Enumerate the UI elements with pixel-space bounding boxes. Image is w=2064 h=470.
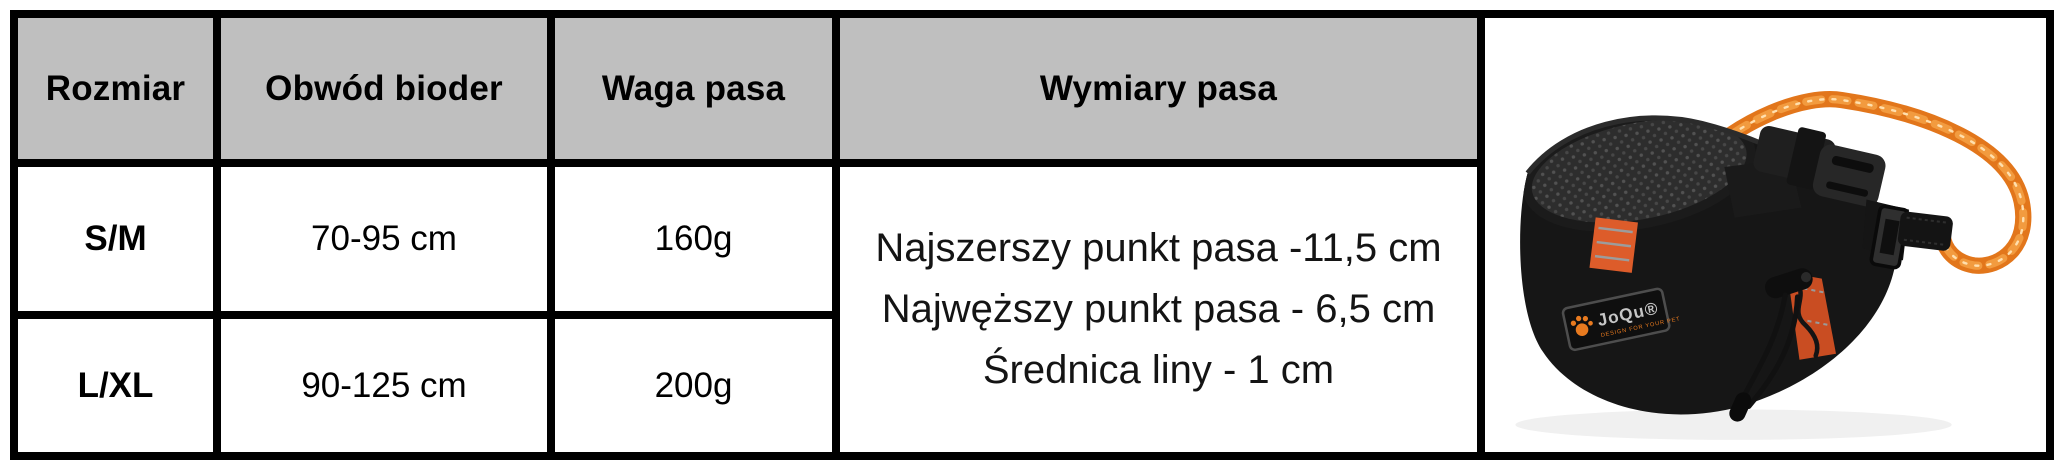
table-row: L/XL 90-125 cm 200g (14, 311, 1477, 456)
outer-frame: Rozmiar Obwód bioder Waga pasa Wymiary p… (10, 10, 2054, 460)
size-table-wrap: Rozmiar Obwód bioder Waga pasa Wymiary p… (14, 14, 1485, 456)
cord-end-cap (1729, 392, 1752, 422)
header-wymiary-pasa: Wymiary pasa (832, 14, 1481, 167)
elastic-cord (1729, 268, 1820, 422)
header-waga-pasa: Waga pasa (547, 14, 840, 167)
belt-product-illustration: JoQu® DESIGN FOR YOUR PET (1515, 91, 2032, 440)
cell-weight-lxl: 200g (547, 311, 840, 456)
buckle (1753, 126, 1886, 207)
cell-belt-dimensions: Najszerszy punkt pasa -11,5 cm Najwęższy… (832, 159, 1481, 456)
cell-size-sm: S/M (14, 159, 221, 319)
dimension-widest-point: Najszerszy punkt pasa -11,5 cm (875, 226, 1442, 270)
cell-weight-sm: 160g (547, 159, 840, 319)
rope-sleeve (1897, 211, 1953, 251)
cell-size-lxl: L/XL (14, 311, 221, 456)
size-table: Rozmiar Obwód bioder Waga pasa Wymiary p… (14, 14, 1481, 456)
cell-hips-lxl: 90-125 cm (213, 311, 555, 456)
table-row: S/M 70-95 cm 160g Najszerszy punkt pasa … (14, 159, 1481, 456)
product-shadow (1515, 409, 1952, 440)
product-photo: JoQu® DESIGN FOR YOUR PET (1485, 18, 2046, 452)
orange-webbing-loop (1589, 217, 1638, 273)
dimension-narrowest-point: Najwęższy punkt pasa - 6,5 cm (881, 287, 1436, 331)
cell-hips-sm: 70-95 cm (213, 159, 555, 319)
cord-lock (1765, 268, 1813, 299)
dimension-rope-diameter: Średnica liny - 1 cm (982, 348, 1335, 392)
brand-label: JoQu® DESIGN FOR YOUR PET (1561, 287, 1681, 352)
orange-rope (1684, 91, 2032, 274)
paw-icon (1570, 315, 1593, 336)
header-obwod-bioder: Obwód bioder (213, 14, 555, 167)
slide-adjuster (1869, 204, 1910, 270)
table-header-row: Rozmiar Obwód bioder Waga pasa Wymiary p… (14, 14, 1481, 167)
header-rozmiar: Rozmiar (14, 14, 221, 167)
